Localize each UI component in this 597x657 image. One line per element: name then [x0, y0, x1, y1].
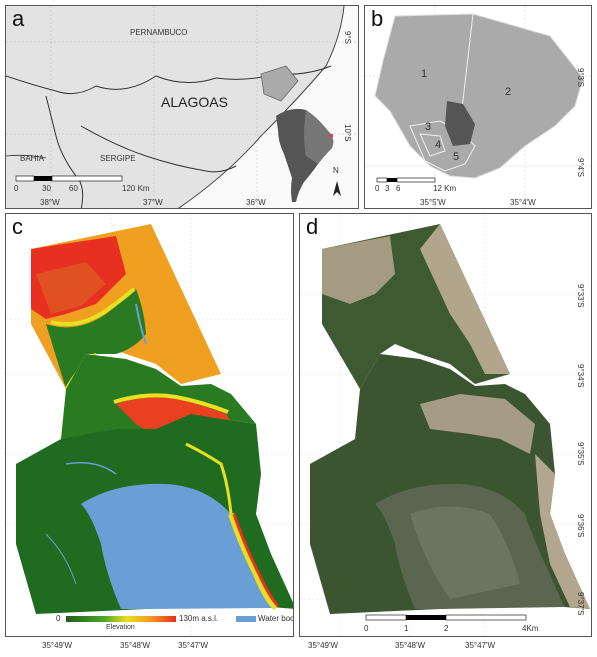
scale-a-tick-0: 0 — [14, 184, 19, 193]
lat-label-d-4: 9°37'S — [576, 592, 585, 616]
lon-label-d-1: 35°48'W — [395, 641, 426, 650]
panel-b-map-svg — [365, 6, 591, 208]
region-3: 3 — [425, 121, 432, 133]
panel-a-overview-map: a PERNAMBUCO ALAGOAS BAHIA SERGIPE 9°S 1… — [5, 5, 359, 209]
panel-c-label: c — [12, 214, 23, 239]
state-label-alagoas: ALAGOAS — [161, 94, 228, 110]
scale-d-tick-1: 1 — [404, 624, 409, 633]
lon-label-c-0: 35°49'W — [42, 641, 73, 650]
lon-label-b-0: 35°5'W — [420, 198, 446, 207]
state-label-pernambuco: PERNAMBUCO — [130, 28, 188, 37]
panel-d-label: d — [306, 214, 319, 239]
state-label-sergipe: SERGIPE — [100, 154, 136, 163]
legend-title: Elevation — [106, 624, 135, 631]
region-1: 1 — [421, 68, 428, 80]
scale-d-tick-2: 2 — [444, 624, 449, 633]
scale-b-tick-2: 6 — [396, 184, 401, 193]
panel-a-map-svg — [6, 6, 358, 208]
panel-d-satellite-map: d 9°33'S 9°34'S 9°35'S 9°36'S 9°37'S 0 1… — [299, 213, 592, 637]
lat-label-d-3: 9°36'S — [576, 514, 585, 538]
legend-min: 0 — [56, 614, 61, 623]
region-5: 5 — [453, 151, 460, 163]
scale-d-tick-0: 0 — [364, 624, 369, 633]
lon-label-a-0: 38°W — [40, 198, 60, 207]
lon-label-b-1: 35°4'W — [510, 198, 536, 207]
lat-label-b-1: 9°4'S — [576, 158, 585, 177]
lon-label-d-2: 35°47'W — [465, 641, 496, 650]
north-label: N — [333, 166, 339, 175]
scale-b-tick-0: 0 — [375, 184, 380, 193]
lat-label-a-1: 10°S — [343, 124, 352, 142]
lat-label-b-0: 9°3'S — [576, 68, 585, 87]
panel-d-map-svg — [300, 214, 591, 636]
scale-b-end: 12 Km — [433, 184, 457, 193]
lon-label-a-2: 36°W — [246, 198, 266, 207]
panel-a-label: a — [12, 6, 25, 31]
lon-label-c-2: 35°47'W — [178, 641, 209, 650]
panel-b-label: b — [371, 6, 384, 31]
scale-a-tick-2: 60 — [69, 184, 78, 193]
lat-label-d-2: 9°35'S — [576, 442, 585, 466]
lat-label-d-1: 9°34'S — [576, 364, 585, 388]
legend-max: 130m a.s.l. — [179, 614, 219, 623]
lat-label-d-0: 9°33'S — [576, 284, 585, 308]
scale-b-tick-1: 3 — [385, 184, 390, 193]
state-label-bahia: BAHIA — [20, 154, 45, 163]
legend-water: Water body — [258, 614, 293, 623]
scale-d-end: 4Km — [522, 624, 539, 633]
scale-a-end: 120 Km — [122, 184, 150, 193]
panel-c-elevation-map: c 0 130m a.s.l. Elevation Water body — [5, 213, 294, 637]
scale-a-tick-1: 30 — [42, 184, 51, 193]
lon-label-d-0: 35°49'W — [308, 641, 339, 650]
region-2: 2 — [505, 86, 512, 98]
panel-c-map-svg — [6, 214, 293, 636]
lat-label-a-0: 9°S — [343, 31, 352, 44]
panel-b-municipalities-map: b 1 2 3 4 5 9°3'S 9°4'S 0 3 6 12 Km — [364, 5, 592, 209]
lon-label-a-1: 37°W — [143, 198, 163, 207]
lon-label-c-1: 35°48'W — [120, 641, 151, 650]
region-4: 4 — [435, 139, 442, 151]
